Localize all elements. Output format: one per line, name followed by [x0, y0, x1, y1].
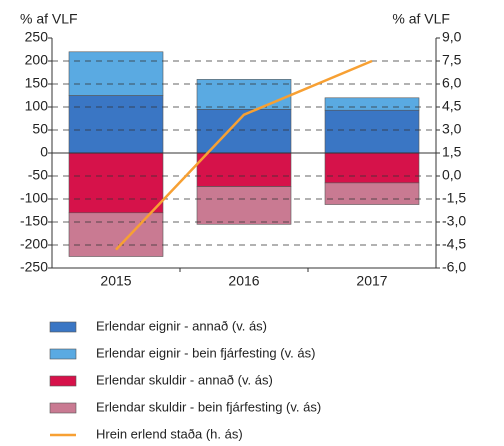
y-tick-label: -250: [20, 259, 48, 275]
y2-tick-label: 0,0: [442, 167, 462, 183]
legend-label: Erlendar skuldir - bein fjárfesting (v. …: [96, 399, 321, 414]
x-tick-label: 2016: [228, 273, 259, 289]
bar: [68, 212, 164, 257]
legend-label: Erlendar skuldir - annað (v. ás): [96, 372, 273, 387]
y2-tick-label: -4,5: [442, 236, 466, 252]
bar: [324, 97, 420, 111]
y-tick-label: -200: [20, 236, 48, 252]
legend-swatch: [49, 321, 77, 333]
x-tick-label: 2015: [100, 273, 131, 289]
legend-swatch: [49, 375, 77, 387]
y2-tick-label: 9,0: [442, 29, 462, 45]
bar: [196, 186, 292, 225]
y2-tick-label: -3,0: [442, 213, 466, 229]
y-tick-label: -150: [20, 213, 48, 229]
x-tick-label: 2017: [356, 273, 387, 289]
y-tick-label: 150: [25, 75, 49, 91]
y2-axis-label: % af VLF: [392, 11, 450, 27]
bar: [68, 51, 164, 96]
legend-label: Erlendar eignir - bein fjárfesting (v. á…: [96, 345, 315, 360]
y-tick-label: -50: [28, 167, 48, 183]
legend-swatch: [49, 348, 77, 360]
y-tick-label: 0: [40, 144, 48, 160]
legend-label: Hrein erlend staða (h. ás): [96, 426, 243, 441]
line: [115, 59, 373, 251]
y2-tick-label: 7,5: [442, 52, 462, 68]
bar: [324, 152, 420, 184]
legend: Erlendar eignir - annað (v. ás) Erlendar …: [49, 318, 321, 441]
y2-tick-label: -6,0: [442, 259, 466, 275]
y-tick-label: 250: [25, 29, 49, 45]
y2-tick-label: 6,0: [442, 75, 462, 91]
bar: [324, 182, 420, 205]
y-tick-label: 100: [25, 98, 49, 114]
y-axis-label: % af VLF: [20, 11, 78, 27]
bar: [68, 95, 164, 154]
legend-label: Erlendar eignir - annað (v. ás): [96, 318, 267, 333]
y2-tick-label: 1,5: [442, 144, 462, 160]
y-tick-label: 200: [25, 52, 49, 68]
y2-tick-label: 3,0: [442, 121, 462, 137]
y-tick-label: -100: [20, 190, 48, 206]
bar: [196, 109, 292, 154]
legend-swatch: [49, 402, 77, 414]
bar: [68, 152, 164, 214]
bar: [324, 109, 420, 154]
y-tick-label: 50: [32, 121, 48, 137]
y2-tick-label: -1,5: [442, 190, 466, 206]
bar: [196, 152, 292, 187]
y2-tick-label: 4,5: [442, 98, 462, 114]
